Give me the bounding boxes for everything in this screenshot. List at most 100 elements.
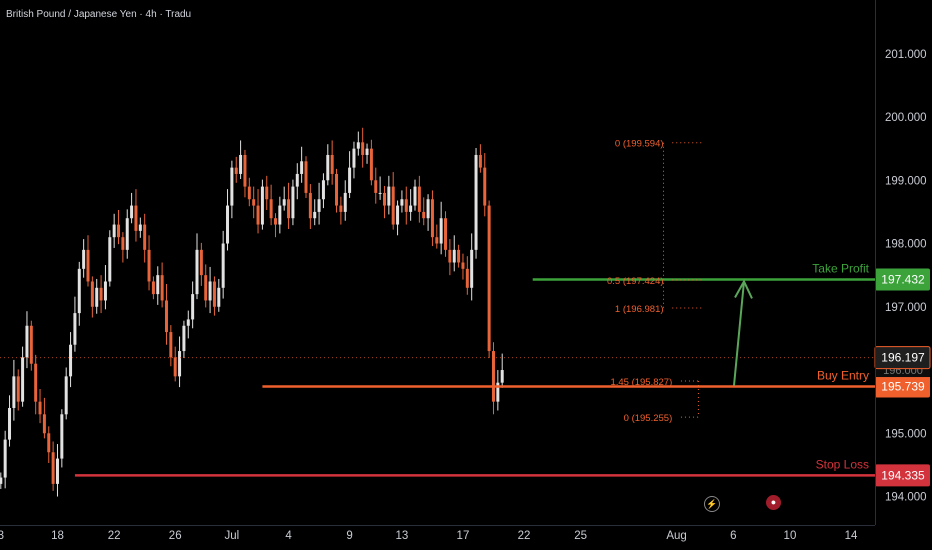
candle-body: [199, 249, 203, 276]
candle-body: [335, 173, 339, 206]
candle-body: [300, 161, 304, 174]
candle-body: [470, 249, 474, 288]
candle-body: [117, 224, 121, 238]
candle-body: [25, 325, 29, 358]
candle-body: [121, 237, 125, 250]
candle-body: [108, 237, 112, 282]
candle-body: [448, 249, 452, 263]
economic-event-icon[interactable]: ●: [766, 495, 781, 510]
candle-body: [143, 224, 147, 250]
candle-body: [226, 205, 230, 244]
y-tick-label: 198.000: [885, 239, 927, 251]
candle-body: [387, 186, 391, 206]
candle-body: [461, 262, 465, 269]
candle-body: [457, 249, 461, 263]
candle-body: [3, 439, 7, 478]
candle-body: [130, 205, 134, 219]
candle-body: [69, 344, 73, 377]
candle-body: [413, 186, 417, 206]
candle-body: [287, 199, 291, 219]
candle-body: [317, 199, 321, 212]
candle-body: [278, 205, 282, 225]
projection-arrow: [733, 281, 745, 386]
candle-body: [169, 332, 173, 358]
candle-body: [73, 313, 77, 345]
candle-body: [204, 275, 208, 301]
x-tick-label: 26: [169, 530, 182, 542]
x-tick-label: 9: [346, 530, 352, 542]
time-axis-divider: [0, 525, 875, 526]
candle-body: [21, 357, 25, 402]
candle-body: [409, 205, 413, 212]
candle-body: [430, 199, 434, 238]
candle-body: [404, 199, 408, 212]
fib-lower-label: 0 (195.255): [624, 413, 673, 424]
candle-body: [86, 249, 90, 282]
candle-body: [217, 287, 221, 307]
candle-body: [147, 249, 151, 282]
y-tick-label: 195.000: [885, 428, 927, 440]
candle-body: [77, 268, 81, 314]
candle-body: [212, 281, 216, 307]
x-tick-label: 17: [457, 530, 470, 542]
candle-body: [42, 414, 46, 434]
y-tick-label: 194.000: [885, 492, 927, 504]
candle-body: [382, 192, 386, 206]
candle-body: [452, 249, 456, 263]
candle-body: [164, 300, 168, 333]
x-tick-label: 6: [730, 530, 736, 542]
candle-body: [103, 281, 107, 301]
candle-body: [339, 205, 343, 212]
candle-body: [435, 237, 439, 244]
candle-body: [160, 275, 164, 301]
candle-body: [51, 452, 55, 484]
candle-body: [234, 167, 238, 174]
x-tick-label: 22: [518, 530, 531, 542]
candle-body: [313, 211, 317, 219]
candle-body: [478, 154, 482, 168]
candle-body: [12, 376, 16, 408]
candle-body: [221, 243, 225, 288]
x-tick-label: 25: [574, 530, 587, 542]
candle-body: [55, 458, 59, 484]
candle-body: [321, 180, 325, 200]
buy-entry-label: Buy Entry: [817, 369, 869, 383]
candle-body: [134, 205, 138, 231]
candle-body: [29, 325, 33, 364]
y-tick-label: 200.000: [885, 112, 927, 124]
take-profit-price-label: 197.432: [881, 272, 925, 286]
candle-body: [400, 199, 404, 206]
candle-body: [265, 186, 269, 200]
candle-body: [483, 167, 487, 206]
candle-body: [308, 192, 312, 219]
candle-body: [291, 186, 295, 219]
x-tick-label: 4: [285, 530, 292, 542]
candle-body: [243, 154, 247, 187]
candle-body: [0, 477, 3, 484]
x-tick-label: 18: [51, 530, 64, 542]
candle-body: [330, 154, 334, 174]
candle-body: [378, 192, 382, 194]
candle-body: [8, 407, 12, 440]
candle-body: [365, 148, 369, 155]
y-tick-label: 197.000: [885, 302, 927, 314]
candle-body: [282, 199, 286, 206]
candle-body: [343, 192, 347, 212]
x-tick-label: 22: [108, 530, 121, 542]
candle-body: [356, 142, 360, 149]
projection-arrowhead: [734, 279, 753, 299]
x-tick-label: 10: [784, 530, 797, 542]
candle-body: [208, 281, 212, 301]
price-axis-divider: [875, 0, 876, 525]
fib-upper-label: 1 (196.981): [615, 304, 664, 315]
candle-body: [496, 382, 500, 402]
candle-body: [426, 199, 430, 219]
buy-entry-price-label: 195.739: [881, 380, 925, 394]
y-tick-label: 201.000: [885, 49, 927, 61]
candle-body: [348, 167, 352, 193]
events-icon[interactable]: ⚡: [704, 496, 720, 512]
x-tick-label: Aug: [666, 530, 686, 542]
candle-body: [260, 186, 264, 225]
candle-body: [247, 186, 251, 200]
